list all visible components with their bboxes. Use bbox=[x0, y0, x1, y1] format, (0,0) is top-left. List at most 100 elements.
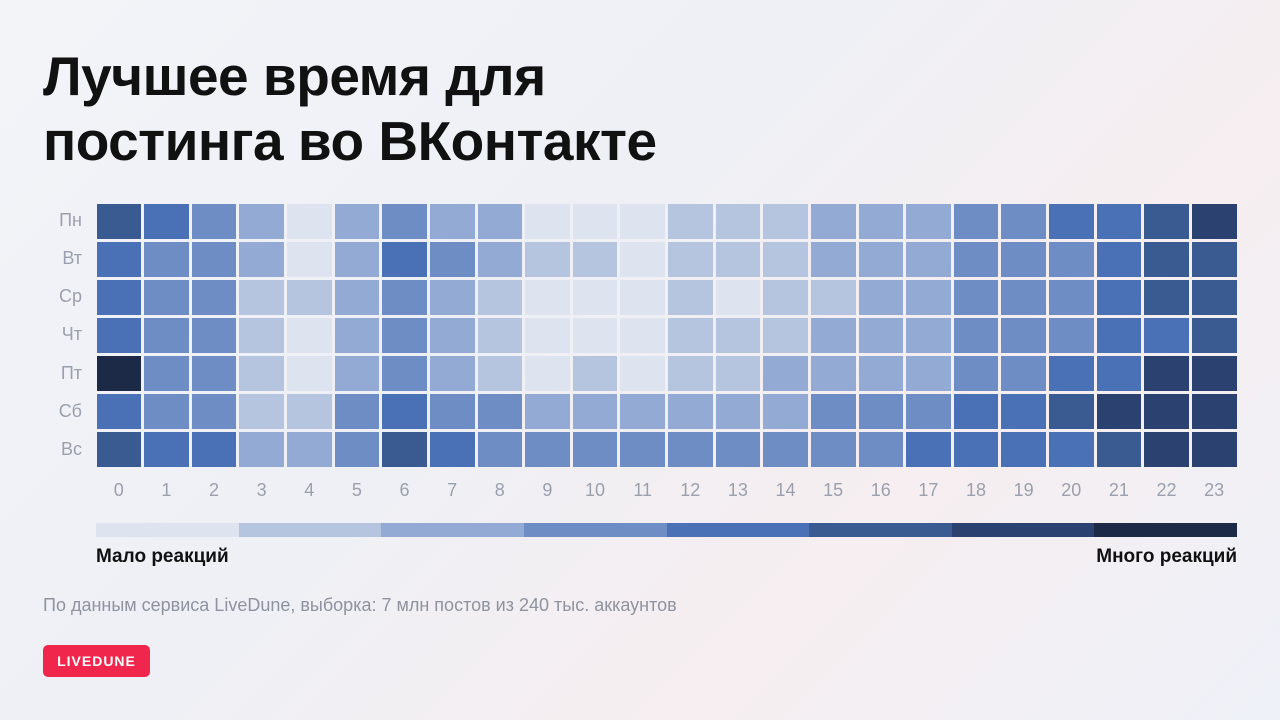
day-label: Вс bbox=[60, 438, 82, 459]
heatmap-cell bbox=[525, 394, 570, 430]
heatmap-cell bbox=[239, 317, 284, 354]
heatmap-cell bbox=[715, 356, 761, 392]
heatmap-cell bbox=[1144, 356, 1189, 392]
heatmap-cell bbox=[429, 203, 475, 239]
heatmap-cell bbox=[239, 241, 284, 277]
heatmap-cell bbox=[239, 356, 284, 392]
heatmap-cell bbox=[144, 279, 189, 315]
heatmap-cell bbox=[1049, 356, 1094, 392]
legend-swatch bbox=[96, 523, 239, 537]
heatmap-cell bbox=[668, 432, 713, 468]
hour-label: 1 bbox=[161, 480, 172, 500]
heatmap-cell bbox=[191, 356, 237, 392]
heatmap-cell bbox=[382, 203, 427, 239]
heatmap-cell bbox=[382, 241, 427, 277]
heatmap-cell bbox=[334, 356, 380, 392]
hour-label: 19 bbox=[1013, 480, 1034, 500]
heatmap-cell bbox=[191, 279, 237, 315]
heatmap-cell bbox=[668, 394, 713, 430]
heatmap-cell bbox=[144, 356, 189, 392]
heatmap-cell bbox=[715, 394, 761, 430]
day-label: Пт bbox=[60, 362, 82, 383]
heatmap-cell bbox=[1049, 317, 1094, 354]
heatmap-cell bbox=[763, 356, 808, 392]
heatmap-cell bbox=[1001, 394, 1046, 430]
heatmap-cell bbox=[1096, 432, 1142, 468]
heatmap-cell bbox=[1191, 241, 1237, 277]
hour-label: 16 bbox=[870, 480, 891, 500]
heatmap-cell bbox=[906, 241, 951, 277]
heatmap-cell bbox=[1001, 432, 1046, 468]
hour-label: 13 bbox=[727, 480, 748, 500]
heatmap-cell bbox=[1191, 279, 1237, 315]
heatmap-cell bbox=[382, 356, 427, 392]
heatmap-cell bbox=[620, 279, 665, 315]
heatmap-cell bbox=[953, 394, 999, 430]
day-label: Сб bbox=[58, 400, 82, 421]
day-label: Ср bbox=[58, 286, 82, 307]
heatmap-cell bbox=[144, 241, 189, 277]
heatmap-cell bbox=[287, 203, 332, 239]
heatmap-cell bbox=[96, 356, 142, 392]
heatmap-cell bbox=[858, 203, 904, 239]
hour-label: 10 bbox=[585, 480, 606, 500]
legend-swatch bbox=[238, 523, 382, 537]
legend-swatch bbox=[381, 523, 524, 537]
heatmap-cell bbox=[620, 356, 665, 392]
heatmap-cell bbox=[953, 203, 999, 239]
heatmap-cell bbox=[144, 203, 189, 239]
hour-label: 4 bbox=[304, 480, 315, 500]
heatmap-cell bbox=[572, 317, 618, 354]
heatmap-cell bbox=[763, 432, 808, 468]
heatmap-cell bbox=[1001, 279, 1046, 315]
hour-label: 17 bbox=[918, 480, 939, 500]
heatmap-cell bbox=[477, 279, 523, 315]
heatmap-cell bbox=[810, 203, 856, 239]
heatmap-grid bbox=[95, 202, 1238, 469]
heatmap-cell bbox=[334, 317, 380, 354]
legend-swatch bbox=[951, 523, 1095, 537]
heatmap-cell bbox=[953, 356, 999, 392]
heatmap-cell bbox=[1049, 432, 1094, 468]
heatmap-cell bbox=[906, 203, 951, 239]
source-note: По данным сервиса LiveDune, выборка: 7 м… bbox=[43, 595, 677, 615]
heatmap-cell bbox=[429, 279, 475, 315]
heatmap-cell bbox=[1001, 356, 1046, 392]
hour-label: 18 bbox=[966, 480, 987, 500]
heatmap-cell bbox=[1144, 279, 1189, 315]
heatmap-cell bbox=[382, 394, 427, 430]
heatmap-cell bbox=[1001, 203, 1046, 239]
heatmap-cell bbox=[191, 317, 237, 354]
heatmap-cell bbox=[810, 394, 856, 430]
heatmap-cell bbox=[620, 394, 665, 430]
heatmap-cell bbox=[1144, 203, 1189, 239]
title-line-1: Лучшее время для bbox=[43, 45, 546, 107]
heatmap-cell bbox=[239, 203, 284, 239]
heatmap-cell bbox=[668, 317, 713, 354]
heatmap-cell bbox=[763, 203, 808, 239]
heatmap-cell bbox=[858, 394, 904, 430]
heatmap-cell bbox=[1144, 432, 1189, 468]
heatmap-cell bbox=[525, 356, 570, 392]
heatmap-cell bbox=[334, 432, 380, 468]
heatmap-cell bbox=[239, 394, 284, 430]
heatmap-cell bbox=[382, 432, 427, 468]
heatmap-cell bbox=[620, 203, 665, 239]
hour-label: 11 bbox=[633, 480, 653, 500]
heatmap-cell bbox=[572, 279, 618, 315]
heatmap-cell bbox=[1191, 432, 1237, 468]
heatmap-cell bbox=[858, 317, 904, 354]
heatmap-cell bbox=[191, 432, 237, 468]
hour-label: 0 bbox=[113, 480, 124, 500]
heatmap-cell bbox=[1049, 279, 1094, 315]
heatmap-cell bbox=[715, 241, 761, 277]
heatmap-cell bbox=[715, 317, 761, 354]
heatmap-cell bbox=[1096, 241, 1142, 277]
heatmap-cell bbox=[334, 279, 380, 315]
hour-label: 6 bbox=[399, 480, 410, 500]
heatmap-cell bbox=[620, 241, 665, 277]
hour-label: 23 bbox=[1204, 480, 1225, 500]
legend-high-label: Много реакций bbox=[1096, 546, 1237, 567]
hour-label: 7 bbox=[447, 480, 458, 500]
heatmap-cell bbox=[763, 279, 808, 315]
